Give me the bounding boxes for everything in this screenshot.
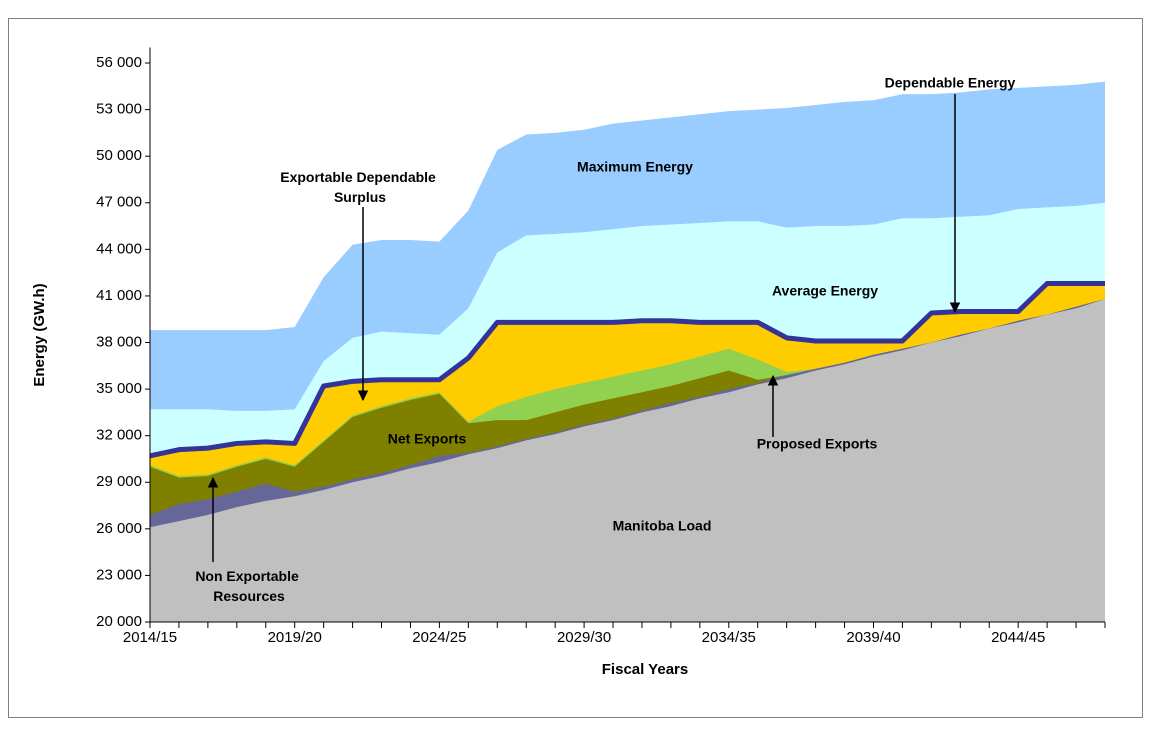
y-tick-label: 20 000: [96, 613, 142, 630]
x-tick-label: 2044/45: [991, 629, 1045, 646]
x-tick-label: 2024/25: [412, 629, 466, 646]
y-tick-label: 56 000: [96, 54, 142, 71]
y-tick-label: 47 000: [96, 194, 142, 211]
area-label: Net Exports: [388, 431, 467, 447]
y-tick-label: 50 000: [96, 147, 142, 164]
frame: [8, 18, 1143, 718]
y-tick-label: 23 000: [96, 566, 142, 583]
x-tick-label: 2029/30: [557, 629, 611, 646]
area-label: Maximum Energy: [577, 159, 693, 175]
x-tick-label: 2039/40: [846, 629, 900, 646]
y-tick-label: 38 000: [96, 333, 142, 350]
x-tick-label: 2034/35: [702, 629, 756, 646]
line: [149, 281, 1105, 459]
area-label: Proposed Exports: [757, 436, 878, 452]
area-label: Dependable Energy: [885, 75, 1016, 91]
area-label: Average Energy: [772, 283, 878, 299]
y-tick-label: 44 000: [96, 240, 142, 257]
area: [150, 299, 1105, 622]
area-label: Exportable Dependable Surplus: [280, 169, 439, 205]
plot-area: 20 000 23 000 26 000 29 000 32 000 35 000 38 0…: [96, 47, 1106, 646]
x-axis-title: Fiscal Years: [602, 661, 688, 678]
y-tick-label: 29 000: [96, 473, 142, 490]
y-tick-label: 32 000: [96, 427, 142, 444]
y-axis-title: Energy (GW.h): [31, 283, 48, 386]
area-label: Non Exportable Resources: [195, 568, 302, 604]
y-tick-label: 26 000: [96, 520, 142, 537]
x-tick-label: 2019/20: [268, 629, 322, 646]
y-tick-label: 41 000: [96, 287, 142, 304]
x-tick-label: 2014/15: [123, 629, 177, 646]
y-tick-label: 35 000: [96, 380, 142, 397]
y-tick-label: 53 000: [96, 101, 142, 118]
area-label: Manitoba Load: [613, 518, 712, 534]
